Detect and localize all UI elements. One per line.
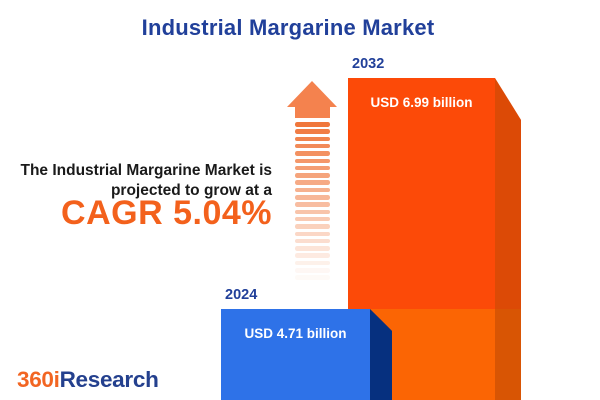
brand-logo-suffix: Research	[59, 367, 159, 392]
arrow-stripe	[295, 202, 330, 207]
bar-2024-year-label: 2024	[225, 287, 258, 303]
arrow-stripe	[295, 246, 330, 251]
arrow-stripe	[295, 173, 330, 178]
arrow-stripe	[295, 122, 330, 127]
arrow-stripe	[295, 158, 330, 164]
annotation-line-1: The Industrial Margarine Market is	[20, 162, 272, 179]
arrow-stripe	[295, 136, 330, 142]
bar-2024	[221, 309, 370, 400]
arrow-stripe	[295, 180, 330, 185]
bar-2032-value-label: USD 6.99 billion	[370, 95, 473, 110]
arrow-stripe	[295, 151, 330, 156]
bar-2024-value-label: USD 4.71 billion	[244, 326, 347, 341]
arrow-stripe	[295, 268, 330, 273]
arrow-stripe	[295, 129, 330, 134]
bar-2032-year-label: 2032	[352, 56, 385, 72]
arrow-stripe	[295, 238, 330, 244]
arrow-stripe	[295, 165, 330, 171]
arrow-stripe	[295, 187, 330, 193]
annotation-line-2: projected to grow at a	[110, 182, 272, 199]
arrow-stripe	[295, 253, 330, 258]
bar-2032-side-face	[495, 78, 521, 400]
arrow-stripe	[295, 209, 330, 215]
annotation-text: The Industrial Margarine Market is proje…	[0, 161, 272, 201]
cagr-value: CAGR 5.04%	[61, 194, 272, 232]
brand-logo-prefix: 360i	[17, 367, 60, 392]
arrow-stripe	[295, 195, 330, 200]
arrow-stripe	[295, 231, 330, 237]
bar-2024-side-face	[370, 309, 392, 400]
brand-logo: 360iResearch	[17, 367, 159, 393]
arrow-stripe	[295, 143, 330, 149]
growth-arrow-icon	[287, 81, 337, 118]
arrow-stripe	[295, 224, 330, 229]
arrow-stripe	[295, 260, 330, 266]
arrow-stripe	[295, 275, 330, 280]
page-title: Industrial Margarine Market	[141, 15, 435, 40]
arrow-stripe	[295, 216, 330, 222]
